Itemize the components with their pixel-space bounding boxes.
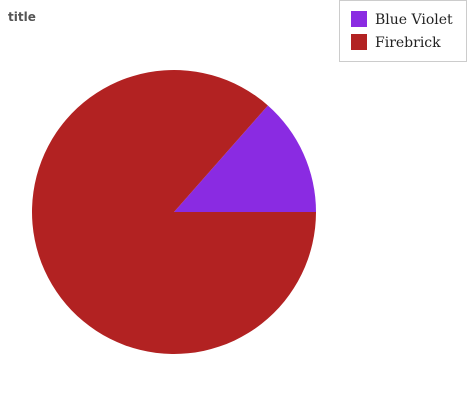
legend-swatch-firebrick [351, 34, 367, 50]
legend: Blue Violet Firebrick [339, 0, 467, 62]
pie-slice-firebrick [31, 69, 316, 354]
chart-title: title [8, 10, 36, 24]
legend-label-blue-violet: Blue Violet [375, 12, 453, 28]
pie-slices [31, 69, 316, 354]
legend-swatch-blue-violet [351, 11, 367, 27]
pie-slice-blue-violet [174, 105, 316, 212]
legend-box [339, 0, 467, 62]
legend-label-firebrick: Firebrick [375, 35, 441, 51]
